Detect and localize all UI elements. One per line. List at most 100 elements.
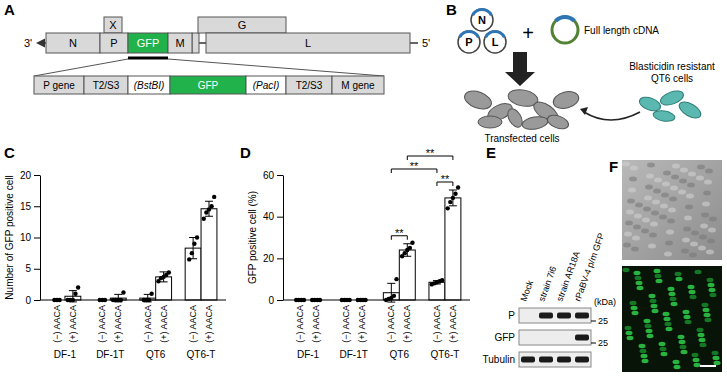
gfp-cell bbox=[632, 311, 639, 315]
x-tick-label: (+) AACA bbox=[159, 305, 169, 343]
gfp-cell bbox=[713, 356, 720, 360]
data-point bbox=[167, 270, 171, 274]
cell bbox=[505, 106, 525, 129]
y-tick-label: 40 bbox=[263, 211, 275, 222]
cell-texture bbox=[632, 236, 640, 241]
error-cap bbox=[205, 201, 213, 202]
gfp-cell bbox=[668, 287, 675, 291]
cell bbox=[521, 115, 549, 131]
figure-svg: A3'5'NXPGFPMGLP geneT2/S3(BstBI)GFP(PacI… bbox=[0, 0, 727, 381]
gfp-cell bbox=[693, 358, 700, 362]
gfp-cell bbox=[650, 299, 657, 303]
cell-texture bbox=[627, 199, 635, 204]
y-axis-title: Number of GFP positive cell bbox=[4, 175, 15, 299]
group-label: QT6-T bbox=[187, 349, 216, 360]
cell-texture bbox=[678, 190, 686, 195]
group-label: DF-1T bbox=[340, 349, 368, 360]
x-tick-label: (+) AACA bbox=[448, 305, 458, 343]
cell-texture bbox=[631, 247, 639, 252]
y-tick-mark bbox=[277, 258, 283, 259]
gene-label: N bbox=[69, 37, 77, 49]
gfp-cell bbox=[651, 304, 658, 308]
y-tick: 60 bbox=[263, 170, 283, 181]
data-point bbox=[453, 192, 457, 196]
gfp-cell bbox=[623, 268, 630, 272]
data-point bbox=[445, 206, 449, 210]
protein-circle bbox=[471, 9, 493, 31]
significance-label: ** bbox=[426, 147, 435, 159]
cell-texture bbox=[628, 188, 636, 193]
unit-label: (kDa) bbox=[594, 297, 616, 307]
marker-tick bbox=[591, 321, 596, 322]
gfp-cell bbox=[704, 313, 711, 317]
gfp-cell bbox=[695, 270, 702, 274]
figure: A3'5'NXPGFPMGLP geneT2/S3(BstBI)GFP(PacI… bbox=[0, 0, 727, 381]
y-tick-mark bbox=[34, 206, 40, 207]
data-point bbox=[410, 241, 414, 245]
protein-label: P bbox=[465, 36, 472, 48]
gfp-cell bbox=[669, 292, 676, 296]
gfp-cell bbox=[627, 336, 634, 340]
error-cap bbox=[69, 290, 77, 291]
cell-texture bbox=[634, 214, 642, 219]
cell-texture bbox=[668, 208, 676, 213]
data-point bbox=[190, 251, 194, 255]
cell-texture bbox=[689, 253, 697, 258]
end-label: 3' bbox=[24, 37, 32, 49]
cell-texture bbox=[624, 232, 632, 237]
gene-label: X bbox=[109, 19, 117, 31]
gfp-cell bbox=[703, 308, 710, 312]
significance-label: ** bbox=[395, 227, 404, 239]
gfp-cell bbox=[639, 344, 646, 348]
gfp-cell bbox=[699, 338, 706, 342]
x-tick-label: (−) AACA bbox=[295, 305, 305, 343]
cell-texture bbox=[646, 174, 654, 179]
gfp-cell bbox=[714, 361, 721, 365]
insert-box bbox=[128, 76, 170, 94]
bar bbox=[399, 250, 415, 300]
error-bar bbox=[114, 294, 122, 302]
marker-tick bbox=[591, 343, 596, 344]
cell-texture bbox=[680, 168, 688, 173]
insert-box bbox=[286, 76, 332, 94]
error-cap bbox=[387, 302, 395, 303]
cell-texture bbox=[707, 239, 715, 244]
bar-chart: D0204060(−) AACA(+) AACA(−) AACA(+) AACA… bbox=[240, 144, 470, 360]
x-axis-line bbox=[283, 300, 470, 301]
x-tick-label: (−) AACA bbox=[188, 305, 198, 343]
cell-texture bbox=[704, 180, 712, 185]
error-bar bbox=[160, 272, 168, 282]
group-label: DF-1 bbox=[297, 349, 320, 360]
insert-label: (PacI) bbox=[253, 80, 280, 91]
row-label: GFP bbox=[494, 332, 515, 343]
cell-texture bbox=[622, 162, 630, 167]
group-label: QT6 bbox=[390, 349, 410, 360]
brightfield-image bbox=[622, 160, 722, 260]
gene-box bbox=[192, 33, 199, 53]
cell-texture bbox=[696, 176, 704, 181]
gene-label: GFP bbox=[137, 37, 160, 49]
cell-texture bbox=[679, 179, 687, 184]
marker-label: 25 bbox=[598, 316, 608, 326]
cell-texture bbox=[629, 177, 637, 182]
cell-texture bbox=[630, 166, 638, 171]
significance-label: ** bbox=[410, 160, 419, 172]
y-axis: 0204060 bbox=[263, 170, 284, 306]
significance-label: ** bbox=[441, 173, 450, 185]
gfp-cell bbox=[625, 326, 632, 330]
data-point bbox=[392, 294, 396, 298]
panel-label: C bbox=[4, 144, 15, 161]
protein-label: N bbox=[478, 14, 486, 26]
cells-label: Transfected cells bbox=[484, 133, 559, 144]
y-tick: 20 bbox=[263, 253, 283, 264]
data-point bbox=[121, 290, 125, 294]
cell-texture bbox=[670, 186, 678, 191]
cell-texture bbox=[690, 242, 698, 247]
data-point bbox=[209, 204, 213, 208]
down-arrow bbox=[505, 52, 535, 86]
data-point bbox=[408, 246, 412, 250]
band bbox=[521, 357, 535, 363]
cell-texture bbox=[698, 246, 706, 251]
data-point bbox=[394, 277, 398, 281]
error-cap bbox=[449, 190, 457, 191]
